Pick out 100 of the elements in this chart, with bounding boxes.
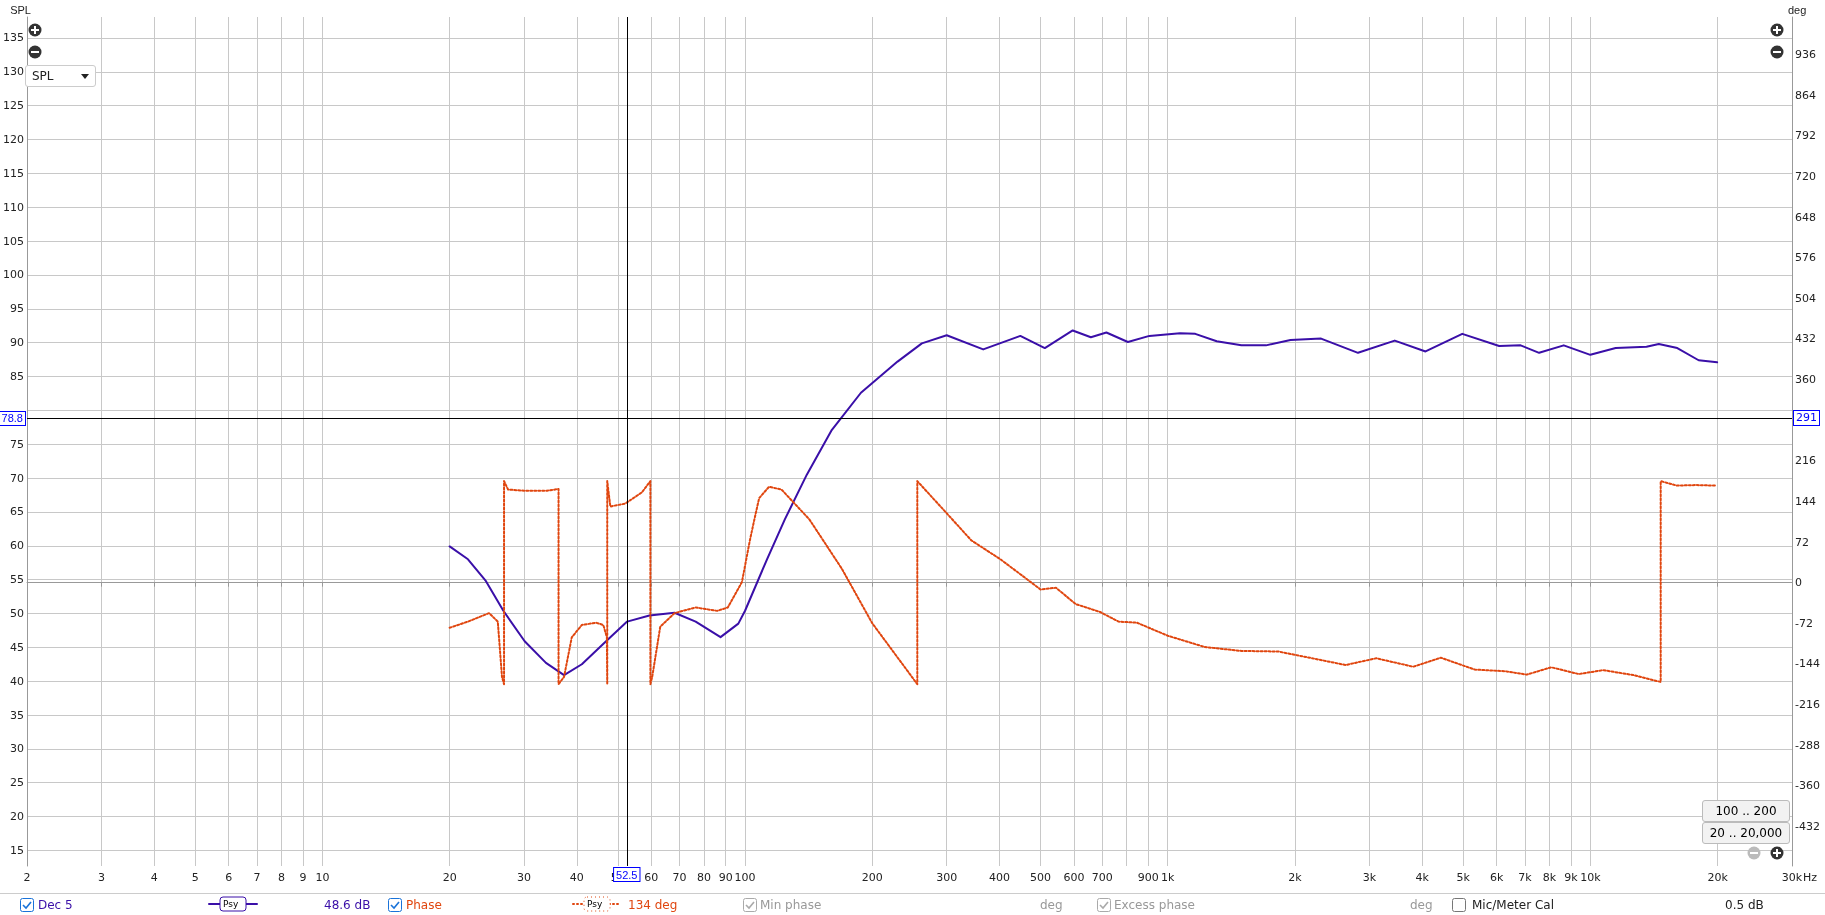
- ref-line-label: 52.5: [616, 868, 638, 881]
- y2-tick-label: -432: [1795, 819, 1820, 833]
- x-tick-label: 10k: [1580, 871, 1602, 884]
- text: 134 deg: [628, 897, 678, 913]
- y2-tick-label: -216: [1795, 698, 1820, 712]
- y2-axis-title: deg: [1788, 3, 1807, 16]
- annotation: 20 .. 20,000: [1702, 822, 1790, 844]
- y-tick-label: 115: [3, 166, 24, 180]
- x-tick-label: 60: [644, 871, 659, 884]
- x-tick-label: 2: [23, 871, 31, 884]
- text: Dec 5: [38, 897, 73, 913]
- x-tick-label: 900: [1137, 871, 1159, 884]
- x-tick-label: 2k: [1288, 871, 1303, 884]
- x-tick-label: 7: [253, 871, 261, 884]
- y2-tick-label: 432: [1795, 332, 1816, 346]
- y-tick-label: 75: [10, 437, 24, 451]
- x-tick-label: 30: [517, 871, 532, 884]
- y-axis-title: SPL: [10, 3, 31, 16]
- y2-tick-label: 0: [1795, 576, 1802, 590]
- y2-tick-label: 216: [1795, 454, 1816, 468]
- y2-tick-label: 504: [1795, 291, 1816, 305]
- x-axis-title: Hz: [1803, 871, 1818, 884]
- x-tick-label: 8k: [1542, 871, 1557, 884]
- y-tick-label: 65: [10, 505, 24, 519]
- annotation: 100 .. 200: [1702, 800, 1790, 822]
- x-tick-label: 8: [277, 871, 285, 884]
- y-tick-label: 120: [3, 133, 24, 147]
- x-tick-label: 200: [861, 871, 883, 884]
- x-tick-label: 80: [697, 871, 712, 884]
- x-tick-label: 4k: [1415, 871, 1430, 884]
- y-tick-label: 100: [3, 268, 24, 282]
- y2-tick-label: 792: [1795, 129, 1816, 143]
- y2-tick-label: 648: [1795, 210, 1816, 224]
- x-tick-label: 3k: [1362, 871, 1377, 884]
- x-tick-label: 30k: [1781, 871, 1803, 884]
- x-tick-label: 20k: [1707, 871, 1729, 884]
- y2-tick-label: 936: [1795, 48, 1816, 62]
- y-tick-label: 15: [10, 843, 24, 857]
- x-tick-label: 10: [315, 871, 330, 884]
- x-tick-label: 100: [734, 871, 756, 884]
- y-tick-label: 105: [3, 234, 24, 248]
- y-tick-label: 25: [10, 776, 24, 790]
- y-tick-label: 20: [10, 810, 24, 824]
- x-tick-label: 7k: [1518, 871, 1533, 884]
- x-tick-label: 40: [569, 871, 584, 884]
- y-tick-label: 45: [10, 640, 24, 654]
- text: Phase: [406, 897, 442, 913]
- text: 291: [1793, 410, 1820, 427]
- y-tick-label: 70: [10, 471, 24, 485]
- text: Psy: [223, 899, 239, 910]
- y-tick-label: 60: [10, 539, 24, 553]
- y2-tick-label: -72: [1795, 616, 1813, 630]
- x-tick-label: 1k: [1161, 871, 1176, 884]
- x-tick-label: 400: [989, 871, 1011, 884]
- text: 0.5 dB: [1725, 897, 1764, 913]
- text: Mic/Meter Cal: [1472, 897, 1554, 913]
- x-tick-label: 9k: [1564, 871, 1579, 884]
- x-tick-label: 20: [442, 871, 457, 884]
- ref-line-label: 78.8: [1, 412, 23, 425]
- x-tick-label: 5k: [1456, 871, 1471, 884]
- x-tick-label: 600: [1063, 871, 1085, 884]
- x-tick-label: 300: [936, 871, 958, 884]
- text: 48.6 dB: [324, 897, 371, 913]
- y-tick-label: 30: [10, 742, 24, 756]
- x-tick-label: 90: [718, 871, 733, 884]
- x-tick-label: 70: [672, 871, 687, 884]
- text: deg: [1040, 897, 1063, 913]
- text: Excess phase: [1114, 897, 1195, 913]
- text: Psy: [587, 899, 603, 910]
- y-tick-label: 125: [3, 99, 24, 113]
- y2-tick-label: 360: [1795, 373, 1816, 387]
- x-tick-label: 500: [1029, 871, 1051, 884]
- y2-tick-label: 144: [1795, 494, 1816, 508]
- text: deg: [1410, 897, 1433, 913]
- y2-tick-label: -360: [1795, 779, 1820, 793]
- text: Min phase: [760, 897, 822, 913]
- y2-tick-label: 720: [1795, 169, 1816, 183]
- y-tick-label: 55: [10, 573, 24, 587]
- y-tick-label: 130: [3, 65, 24, 79]
- x-tick-label: 4: [150, 871, 158, 884]
- x-tick-label: 700: [1091, 871, 1113, 884]
- y2-tick-label: -144: [1795, 657, 1820, 671]
- x-tick-label: 5: [191, 871, 199, 884]
- dropdown-menu: SPL: [25, 65, 96, 87]
- x-tick-label: 6k: [1489, 871, 1504, 884]
- y2-tick-label: 576: [1795, 251, 1816, 265]
- y2-tick-label: 864: [1795, 88, 1816, 102]
- y-tick-label: 90: [10, 336, 24, 350]
- y-tick-label: 50: [10, 606, 24, 620]
- x-tick-label: 3: [97, 871, 105, 884]
- x-tick-label: 6: [225, 871, 233, 884]
- x-tick-label: 9: [299, 871, 307, 884]
- y2-tick-label: -288: [1795, 738, 1820, 752]
- y-tick-label: 40: [10, 674, 24, 688]
- y-tick-label: 110: [3, 200, 24, 214]
- y-tick-label: 135: [3, 31, 24, 45]
- annotation: SPL: [32, 69, 54, 83]
- y-tick-label: 85: [10, 370, 24, 383]
- y2-tick-label: 72: [1795, 535, 1809, 549]
- y-tick-label: 35: [10, 708, 24, 722]
